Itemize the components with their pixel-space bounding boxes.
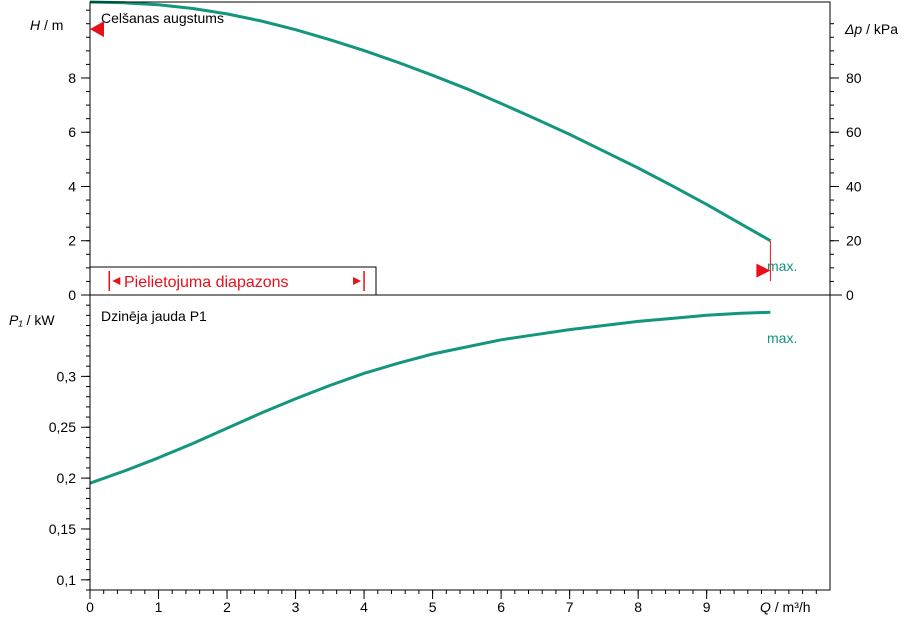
x-tick-label: 1 bbox=[155, 599, 163, 615]
x-axis-label-var: Q bbox=[760, 599, 771, 615]
x-tick-label: 8 bbox=[634, 599, 642, 615]
tick-marks bbox=[81, 9, 839, 599]
max-flow-marker bbox=[756, 263, 771, 278]
power-ylabel-var: P₁ bbox=[9, 312, 23, 328]
plot-border bbox=[89, 1, 831, 591]
head-right-tick-label: 40 bbox=[846, 178, 862, 194]
x-tick-label: 5 bbox=[429, 599, 437, 615]
head-curve bbox=[89, 0, 772, 243]
head-ylabel-var: H bbox=[30, 17, 41, 33]
right-ylabel-unit: / kPa bbox=[862, 21, 898, 37]
power-y-tick-label: 0,25 bbox=[49, 419, 76, 435]
power-ylabel-unit: / kW bbox=[23, 312, 56, 328]
x-tick-label: 3 bbox=[292, 599, 300, 615]
curves-layer bbox=[89, 0, 772, 485]
range-start-arrow bbox=[112, 277, 121, 285]
application-range-label: Pielietojuma diapazons bbox=[124, 274, 289, 291]
power-y-tick-label: 0,15 bbox=[49, 521, 76, 537]
x-tick-label: 7 bbox=[566, 599, 574, 615]
x-tick-label: 0 bbox=[86, 599, 94, 615]
head-y-tick-label: 4 bbox=[68, 178, 76, 194]
x-tick-label: 6 bbox=[497, 599, 505, 615]
x-tick-label: 2 bbox=[223, 599, 231, 615]
power-panel-title: Dzinēja jauda P1 bbox=[101, 308, 207, 324]
x-tick-label: 9 bbox=[703, 599, 711, 615]
power-y-tick-label: 0,3 bbox=[57, 368, 77, 384]
tick-labels: 0 1 2 3 4 5 6 7 8 9024680204060800,10,150,20,250,… bbox=[49, 70, 862, 615]
operating-markers bbox=[90, 21, 771, 281]
head-right-tick-label: 60 bbox=[846, 124, 862, 140]
head-right-tick-label: 20 bbox=[846, 233, 862, 249]
head-right-tick-label: 0 bbox=[846, 287, 854, 303]
range-end-arrow bbox=[353, 277, 362, 285]
application-range-markers bbox=[108, 271, 365, 291]
right-ylabel-var: Δp bbox=[844, 21, 862, 37]
head-y-tick-label: 2 bbox=[68, 233, 76, 249]
x-tick-label: 4 bbox=[360, 599, 368, 615]
head-panel-title: Celšanas augstums bbox=[101, 10, 224, 26]
plot-frame bbox=[89, 1, 842, 591]
power-y-tick-label: 0,1 bbox=[57, 572, 77, 588]
right-ylabel: Δp / kPa bbox=[844, 21, 898, 37]
power-max-label: max. bbox=[767, 330, 797, 346]
power-y-tick-label: 0,2 bbox=[57, 470, 77, 486]
head-y-tick-label: 8 bbox=[68, 70, 76, 86]
head-y-tick-label: 6 bbox=[68, 124, 76, 140]
head-ylabel-unit: / m bbox=[40, 17, 63, 33]
head-ylabel: H / m bbox=[30, 17, 63, 33]
head-max-label: max. bbox=[767, 258, 797, 274]
shutoff-head-marker bbox=[90, 21, 104, 38]
x-axis-label: Q / m³/h bbox=[760, 599, 811, 615]
x-axis-label-unit: / m³/h bbox=[771, 599, 811, 615]
application-range-box bbox=[89, 266, 377, 296]
power-ylabel: P₁ / kW bbox=[9, 312, 55, 328]
head-right-tick-label: 80 bbox=[846, 70, 862, 86]
power-curve bbox=[89, 310, 771, 485]
head-y-tick-label: 0 bbox=[68, 287, 76, 303]
